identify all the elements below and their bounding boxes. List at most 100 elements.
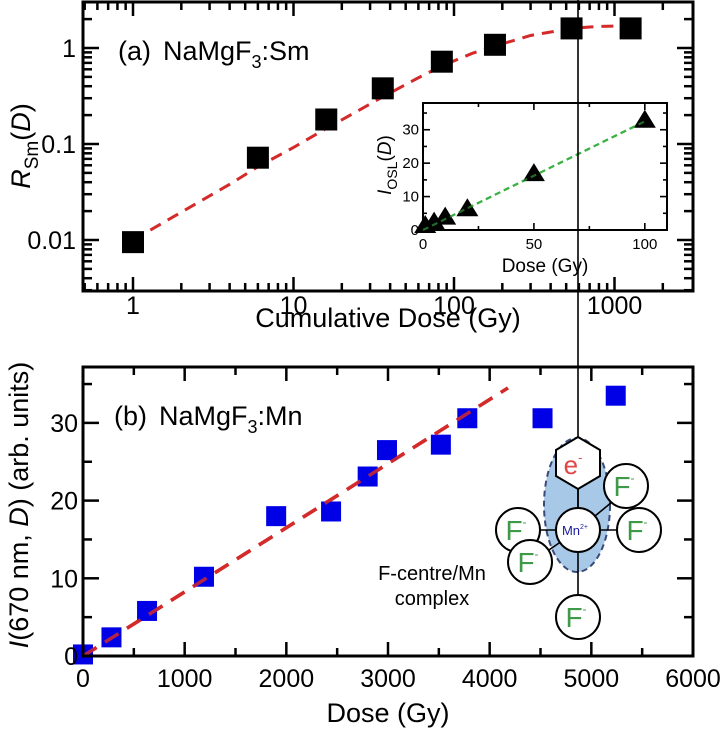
panel-b-xtick-label: 1000 bbox=[157, 665, 213, 693]
inset-ylabel-var: D bbox=[375, 141, 396, 155]
electron-symbol: e bbox=[564, 450, 578, 480]
fluoride-charge: - bbox=[523, 515, 527, 529]
fluoride-symbol: F bbox=[626, 515, 643, 546]
panel-a-letter: (a) bbox=[118, 36, 151, 66]
panel-b-letter: (b) bbox=[114, 401, 147, 431]
fluoride-ligand-circle bbox=[555, 594, 601, 640]
panel-b-ytick-label: 20 bbox=[50, 488, 78, 516]
panel-a-formula-suffix: :Sm bbox=[262, 36, 310, 66]
panel-b-xlabel: Dose (Gy) bbox=[326, 698, 449, 728]
panel-a-ylabel-paren-close: ) bbox=[6, 103, 36, 112]
panel-a-xlabel: Cumulative Dose (Gy) bbox=[255, 303, 521, 333]
panel-b-ylabel: I(670 nm, D) (arb. units) bbox=[4, 362, 34, 649]
f-centre-mn-complex-diagram: e- F-F-F-F-F- Mn2+ F-centre/Mn complex bbox=[378, 0, 662, 640]
electron-hexagon bbox=[555, 435, 601, 491]
panel-b-formula-base: NaMgF bbox=[159, 401, 248, 431]
inset-xlabel: Dose (Gy) bbox=[502, 256, 589, 277]
panel-b-formula-sub: 3 bbox=[248, 417, 258, 437]
panel-b-data-point bbox=[357, 466, 378, 487]
panel-b-ytick-label: 0 bbox=[64, 643, 78, 671]
panel-a-data-point bbox=[122, 231, 144, 254]
fluoride-symbol: F bbox=[517, 547, 534, 578]
panel-b-data-point bbox=[321, 501, 342, 522]
panel-b-ytick-label: 10 bbox=[50, 565, 78, 593]
panel-b-data-point bbox=[376, 440, 397, 461]
panel-a-points bbox=[122, 17, 642, 254]
mn-ion-circle bbox=[555, 507, 601, 553]
inset-data-point bbox=[434, 206, 457, 225]
panel-b-data-point bbox=[532, 408, 553, 429]
fluoride-ligands: F-F-F-F-F- bbox=[495, 463, 662, 640]
fluoride-ligand-label: F- bbox=[626, 515, 647, 546]
panel-a-xtick-label: 1000 bbox=[587, 292, 643, 320]
panel-a-data-point bbox=[619, 17, 642, 40]
panel-a-fit-curve bbox=[132, 24, 631, 242]
fluoride-ligand-circle bbox=[603, 463, 649, 509]
panel-b-data-point bbox=[457, 408, 478, 429]
panel-a-data-point bbox=[315, 108, 338, 131]
fluoride-ligand-label: F- bbox=[565, 602, 586, 633]
complex-label-line2: complex bbox=[395, 588, 469, 610]
fluoride-charge: - bbox=[535, 547, 539, 561]
fluoride-ligand-label: F- bbox=[613, 471, 634, 502]
electron-charge: - bbox=[578, 450, 582, 465]
panel-b-xtick-label: 4000 bbox=[462, 665, 518, 693]
panel-b-data-point bbox=[430, 434, 451, 455]
electron-label: e- bbox=[564, 450, 583, 480]
panel-a-ytick-label: 0.01 bbox=[27, 227, 76, 255]
panel-b-frame bbox=[81, 365, 695, 658]
panel-b-title: (b) NaMgF3:Mn bbox=[114, 401, 303, 437]
inset-points bbox=[414, 109, 656, 233]
panel-a-data-point bbox=[560, 17, 583, 40]
panel-a-data-point bbox=[430, 50, 453, 73]
panel-b-data-point bbox=[137, 600, 158, 621]
inset-fit-line-overlay bbox=[422, 120, 646, 231]
fluoride-ligand-circle bbox=[507, 539, 553, 585]
panel-a-xtick-label: 1 bbox=[126, 292, 140, 320]
fluoride-charge: - bbox=[583, 602, 587, 616]
panel-b-data-point bbox=[605, 385, 626, 406]
panel-a-ytick-label: 0.1 bbox=[41, 131, 76, 159]
panel-a-data-point bbox=[246, 146, 269, 169]
panel-b-data-point bbox=[266, 506, 287, 527]
panel-b-xtick-label: 3000 bbox=[360, 665, 416, 693]
inset-ytick-label: 20 bbox=[402, 155, 419, 172]
fluoride-symbol: F bbox=[613, 471, 630, 502]
panel-b-ytick-label: 30 bbox=[50, 410, 78, 438]
mn-ion-label: Mn2+ bbox=[562, 523, 588, 538]
panel-a-ylabel-paren-open: ( bbox=[6, 132, 36, 141]
panel-a-frame bbox=[81, 0, 695, 293]
panel-a-ylabel-sub: Sm bbox=[22, 141, 43, 170]
panel-b-ylabel-i: I bbox=[4, 640, 34, 648]
fluoride-charge: - bbox=[631, 471, 635, 485]
panel-b-xtick-label: 2000 bbox=[259, 665, 315, 693]
panel-b-xtick-label: 0 bbox=[76, 665, 90, 693]
inset-ylabel-sub: OSL bbox=[384, 161, 400, 189]
fluoride-ligand-label: F- bbox=[505, 515, 526, 546]
inset-ytick-label: 30 bbox=[402, 122, 419, 139]
panel-a-ylabel-main: R bbox=[6, 169, 36, 189]
inset-xtick-label: 50 bbox=[526, 236, 543, 253]
panel-b-ylabel-d: D bbox=[4, 507, 34, 527]
panel-a-ylabel: RSm(D) bbox=[6, 103, 43, 189]
panel-b-points bbox=[73, 385, 626, 665]
fluoride-symbol: F bbox=[565, 602, 582, 633]
panel-a-xtick-label: 10 bbox=[280, 292, 308, 320]
inset-ylabel-paren-close: ) bbox=[375, 135, 396, 141]
panel-a-data-point bbox=[483, 33, 506, 56]
panel-a-inset: 0 50 100 0 10 20 30 Dose (Gy) IOSL(D) bbox=[375, 102, 668, 277]
fluoride-charge: - bbox=[644, 515, 648, 529]
panel-b-xtick-label: 5000 bbox=[564, 665, 620, 693]
panel-a-formula-base: NaMgF bbox=[163, 36, 252, 66]
panel-a-data-point bbox=[371, 77, 394, 100]
panel-b-formula-suffix: :Mn bbox=[258, 401, 303, 431]
panel-b-ylabel-b: ) (arb. units) bbox=[4, 362, 34, 508]
inset-data-point bbox=[423, 211, 446, 230]
fluoride-ligand-label: F- bbox=[517, 547, 538, 578]
inset-xtick-label: 100 bbox=[632, 236, 657, 253]
inset-tick-labels: 0 50 100 0 10 20 30 bbox=[402, 122, 657, 253]
